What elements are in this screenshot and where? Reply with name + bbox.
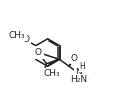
Text: CH₃: CH₃ [9,31,26,40]
Text: O: O [22,35,29,44]
Text: H: H [80,62,85,71]
Text: CH₃: CH₃ [43,69,60,78]
Text: O: O [35,48,42,57]
Text: O: O [71,54,78,63]
Text: H₂N: H₂N [70,75,87,84]
Text: N: N [75,68,82,77]
